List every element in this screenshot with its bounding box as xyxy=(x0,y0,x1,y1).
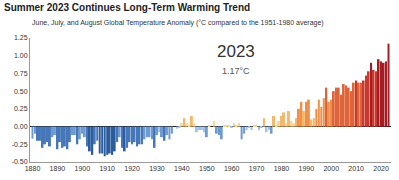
svg-text:-0.25: -0.25 xyxy=(12,141,28,148)
svg-text:1930: 1930 xyxy=(149,165,165,172)
svg-text:0.00: 0.00 xyxy=(14,123,28,130)
svg-text:1900: 1900 xyxy=(74,165,90,172)
svg-text:1.25: 1.25 xyxy=(14,34,28,41)
svg-text:1890: 1890 xyxy=(50,165,66,172)
svg-text:1910: 1910 xyxy=(99,165,115,172)
svg-text:0.75: 0.75 xyxy=(14,70,28,77)
svg-text:0.25: 0.25 xyxy=(14,105,28,112)
svg-text:1950: 1950 xyxy=(199,165,215,172)
svg-text:1990: 1990 xyxy=(299,165,315,172)
svg-text:1940: 1940 xyxy=(174,165,190,172)
svg-text:0.50: 0.50 xyxy=(14,88,28,95)
svg-text:Summer 2023 Continues Long-Ter: Summer 2023 Continues Long-Term Warming … xyxy=(4,2,250,13)
svg-text:2020: 2020 xyxy=(373,165,389,172)
svg-text:1.17°C: 1.17°C xyxy=(222,66,250,76)
svg-text:June, July, and August Global: June, July, and August Global Temperatur… xyxy=(32,19,324,27)
svg-text:1.00: 1.00 xyxy=(14,52,28,59)
svg-text:2010: 2010 xyxy=(348,165,364,172)
svg-text:2023: 2023 xyxy=(217,42,255,61)
svg-text:1970: 1970 xyxy=(249,165,265,172)
svg-text:1880: 1880 xyxy=(25,165,41,172)
svg-text:1960: 1960 xyxy=(224,165,240,172)
svg-text:1980: 1980 xyxy=(274,165,290,172)
svg-text:2000: 2000 xyxy=(323,165,339,172)
svg-text:1920: 1920 xyxy=(124,165,140,172)
svg-text:-0.50: -0.50 xyxy=(12,158,28,165)
